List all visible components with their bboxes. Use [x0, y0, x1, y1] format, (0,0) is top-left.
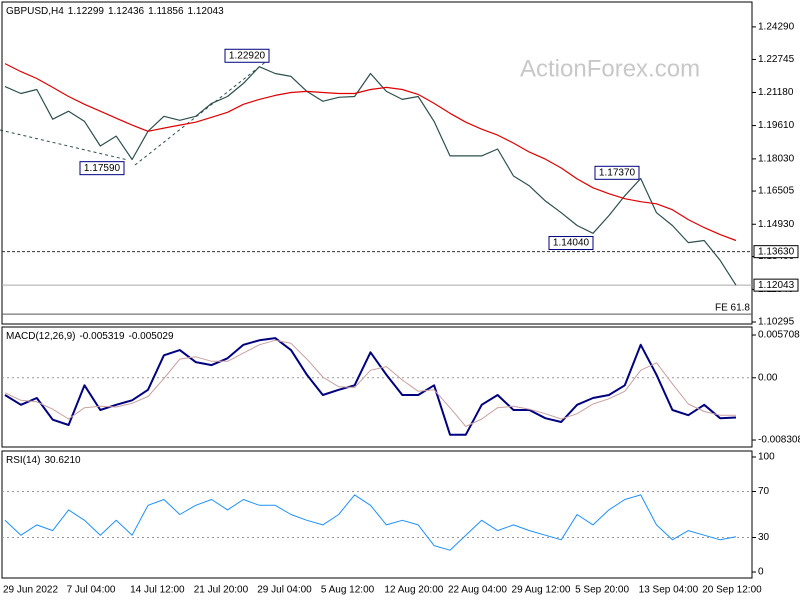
title: MACD(12,26,9) — [6, 331, 75, 342]
y-tick-label: 1.19610 — [758, 120, 795, 131]
y-tick-label: 1.22745 — [758, 54, 795, 65]
x-tick-label: 12 Aug 20:00 — [384, 585, 443, 596]
level-box — [753, 278, 799, 292]
panel-title: MACD(12,26,9) -0.005319 -0.005029 — [6, 331, 174, 342]
y-tick-label: 70 — [758, 486, 770, 497]
y-tick-label: -0.008308 — [758, 435, 800, 446]
x-tick-label: 29 Jul 04:00 — [257, 585, 312, 596]
annotation-box — [548, 236, 594, 251]
series-line — [4, 63, 737, 242]
y-tick-label: 0.00 — [758, 372, 778, 383]
readout-value: 1.12299 — [68, 6, 105, 17]
annotation-box — [594, 165, 640, 180]
y-tick-label: 1.24290 — [758, 22, 795, 33]
watermark: ActionForex.com — [520, 55, 700, 82]
readout-value: 30.6210 — [44, 455, 81, 466]
series-line — [4, 494, 737, 551]
y-tick-label: 1.10295 — [758, 317, 795, 328]
x-tick-label: 20 Sep 12:00 — [702, 585, 762, 596]
y-tick-label: 1.16505 — [758, 186, 795, 197]
title: GBPUSD,H4 — [6, 6, 64, 17]
x-tick-label: 29 Aug 12:00 — [512, 585, 571, 596]
trend-line — [0, 129, 129, 161]
y-tick-label: 30 — [758, 532, 770, 543]
annotation-label: 1.17590 — [84, 163, 121, 174]
x-tick-label: 29 Jun 2022 — [3, 585, 58, 596]
y-tick-label: 1.21180 — [758, 87, 794, 98]
trend-line — [134, 59, 269, 166]
level-label: 1.13630 — [758, 246, 795, 257]
annotation-label: 1.22920 — [229, 50, 266, 61]
annotation-label: 1.17370 — [599, 167, 636, 178]
x-tick-label: 5 Aug 12:00 — [321, 585, 375, 596]
readout-value: -0.005319 — [79, 331, 124, 342]
readout-value: 1.12043 — [188, 6, 225, 17]
y-tick-label: 1.14930 — [758, 219, 795, 230]
x-tick-label: 14 Jul 12:00 — [130, 585, 185, 596]
series-line — [4, 339, 736, 427]
x-tick-label: 7 Jul 04:00 — [67, 585, 116, 596]
x-tick-label: 13 Sep 04:00 — [639, 585, 699, 596]
panel-frame — [1, 326, 753, 448]
x-tick-label: 21 Jul 20:00 — [194, 585, 249, 596]
series-line — [4, 337, 737, 436]
fibo-label: FE 61.8 — [715, 303, 750, 314]
y-tick-label: 0 — [758, 567, 764, 578]
panel-title: RSI(14) 30.6210 — [6, 455, 81, 466]
readout-value: -0.005029 — [129, 331, 174, 342]
x-tick-label: 22 Aug 04:00 — [448, 585, 507, 596]
y-tick-label: 0.005708 — [758, 330, 800, 341]
panel-title: GBPUSD,H4 1.12299 1.12436 1.11856 1.12043 — [6, 6, 224, 17]
annotation-box — [79, 161, 125, 176]
annotation-label: 1.14040 — [553, 238, 590, 249]
y-tick-label: 100 — [758, 452, 775, 463]
annotation-box — [224, 48, 270, 63]
level-label: 1.12043 — [758, 280, 795, 291]
readout-value: 1.11856 — [148, 6, 184, 17]
level-box — [753, 245, 799, 259]
panel-frame — [1, 1, 753, 325]
y-tick-label: 1.18030 — [758, 154, 795, 165]
panel-frame — [1, 450, 753, 579]
title: RSI(14) — [6, 455, 40, 466]
x-tick-label: 5 Sep 20:00 — [575, 585, 629, 596]
series-line — [4, 66, 737, 286]
readout-value: 1.12436 — [108, 6, 145, 17]
